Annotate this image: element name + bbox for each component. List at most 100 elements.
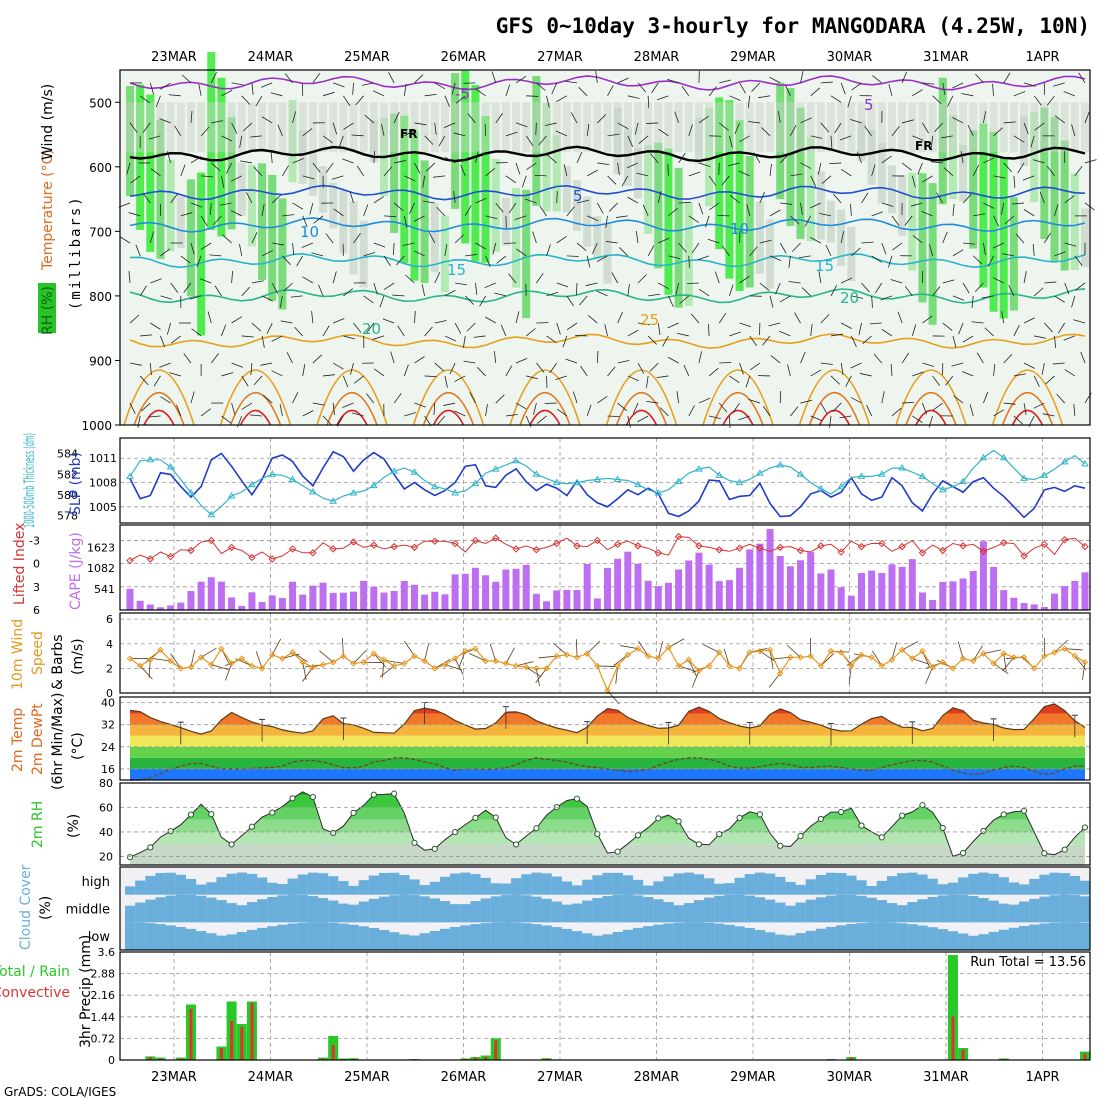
wind-barb: [1044, 322, 1053, 333]
rh2m-pct-label: (%): [66, 814, 82, 838]
cape-ylabel: Lifted Index CAPE (J/kg): [12, 523, 84, 610]
thickness-point: [369, 481, 378, 489]
wind-barb: [1054, 251, 1066, 257]
wind-barb: [1042, 413, 1055, 417]
wind-barb: [309, 202, 314, 215]
cloud-cell-low: [572, 931, 583, 950]
cape-bar: [675, 569, 683, 610]
cloud-cell-high: [866, 886, 877, 895]
wind-point: [756, 647, 764, 655]
cloud-cell-low: [561, 929, 573, 950]
wind-barb: [396, 255, 405, 266]
wind-barb: [861, 282, 870, 293]
cape-bar: [492, 581, 500, 610]
wind-barb: [364, 114, 375, 124]
wind-barb: [969, 404, 974, 417]
wind-barb: [261, 335, 265, 348]
wind-barb: [1071, 295, 1076, 308]
wind-point: [858, 651, 865, 659]
rh-cell-upper: [390, 102, 399, 153]
cloud-cell-low: [1008, 927, 1020, 950]
wind-barb: [207, 311, 212, 324]
wind-point: [421, 657, 428, 665]
rh-cell-upper: [837, 102, 846, 153]
date-top-29mar: 29MAR: [730, 50, 776, 65]
wind-point: [726, 662, 733, 670]
temp-band: [120, 697, 1090, 703]
wind-barb: [861, 192, 869, 204]
cape-bar: [797, 560, 805, 610]
wind-barb: [414, 162, 421, 174]
wind-barb: [769, 255, 782, 261]
rh-cell-upper: [928, 102, 937, 153]
cloud-cell-high: [643, 885, 654, 895]
wind-barb: [515, 402, 527, 410]
wind-point: [777, 670, 784, 677]
rh-cell-upper: [806, 102, 815, 153]
wind-barb-10m: [723, 648, 730, 667]
cape-bar: [644, 580, 652, 610]
thickness-point: [146, 455, 155, 463]
convective-label: Convective: [0, 985, 70, 1001]
cloud-cell-low: [846, 924, 857, 950]
rh-cell: [268, 174, 277, 301]
wind-barb: [993, 215, 1000, 227]
rh-cell-upper: [766, 102, 775, 153]
wind-barb: [871, 295, 873, 308]
wind-barb: [353, 233, 361, 244]
wind-barb: [283, 282, 293, 292]
wind-barb: [698, 115, 709, 124]
thickness-point: [1081, 459, 1089, 467]
wind-barb: [637, 362, 645, 374]
isotherm-30-loop: [808, 392, 861, 426]
rh-cell: [481, 116, 490, 263]
wind-barb: [393, 202, 404, 212]
wind-barb: [961, 93, 974, 97]
cloud-cell-low: [602, 934, 613, 950]
cloud-cell-high: [582, 879, 593, 895]
rh-cell-upper: [908, 102, 917, 153]
wind-barb: [1034, 122, 1045, 131]
lifted-point: [715, 546, 723, 554]
wind-barb: [493, 351, 497, 364]
cloud-cell-high: [622, 875, 634, 895]
lifted-point: [959, 542, 967, 550]
wind-barb-10m: [1003, 653, 1007, 672]
cloud-cell-high: [328, 876, 339, 895]
cloud-cell-high: [612, 872, 623, 895]
wind-barb: [524, 198, 537, 204]
cloud-cell-middle: [246, 902, 258, 923]
temp-tick-16: 16: [101, 763, 115, 776]
wind-barb: [972, 255, 983, 265]
date-bottom-26mar: 26MAR: [441, 1070, 487, 1085]
wind-barb: [390, 351, 395, 364]
rh-cell: [979, 123, 988, 288]
wind-barb: [667, 78, 679, 84]
barbs-label: & Barbs: [50, 635, 66, 691]
wind-barb: [820, 122, 830, 133]
lifted-point: [390, 542, 398, 551]
cloud-cell-high: [257, 877, 268, 895]
date-top-27mar: 27MAR: [537, 50, 583, 65]
cloud-cell-middle: [653, 899, 664, 923]
wind-barb: [859, 373, 872, 377]
cloud-cell-high: [958, 877, 969, 895]
wind-barb: [231, 122, 238, 134]
cloud-cell-high: [419, 885, 430, 895]
cloud-cell-high: [775, 876, 786, 895]
wind-barb: [676, 332, 689, 337]
rh-cell-upper: [776, 102, 785, 153]
wind-barb-10m: [152, 658, 171, 662]
wind-barb: [566, 255, 579, 257]
cape-bar: [725, 580, 733, 610]
wind-barb: [286, 352, 293, 364]
wind-point: [980, 650, 987, 657]
wind-barb: [1033, 95, 1042, 106]
cape-bar: [319, 582, 327, 610]
wind-barb: [973, 213, 986, 217]
wind-tick-2: 2: [106, 662, 113, 675]
wind-barb: [496, 255, 507, 264]
rh-tick-40: 40: [99, 826, 113, 839]
wind-barb: [363, 204, 369, 217]
wind-barb: [168, 94, 181, 97]
